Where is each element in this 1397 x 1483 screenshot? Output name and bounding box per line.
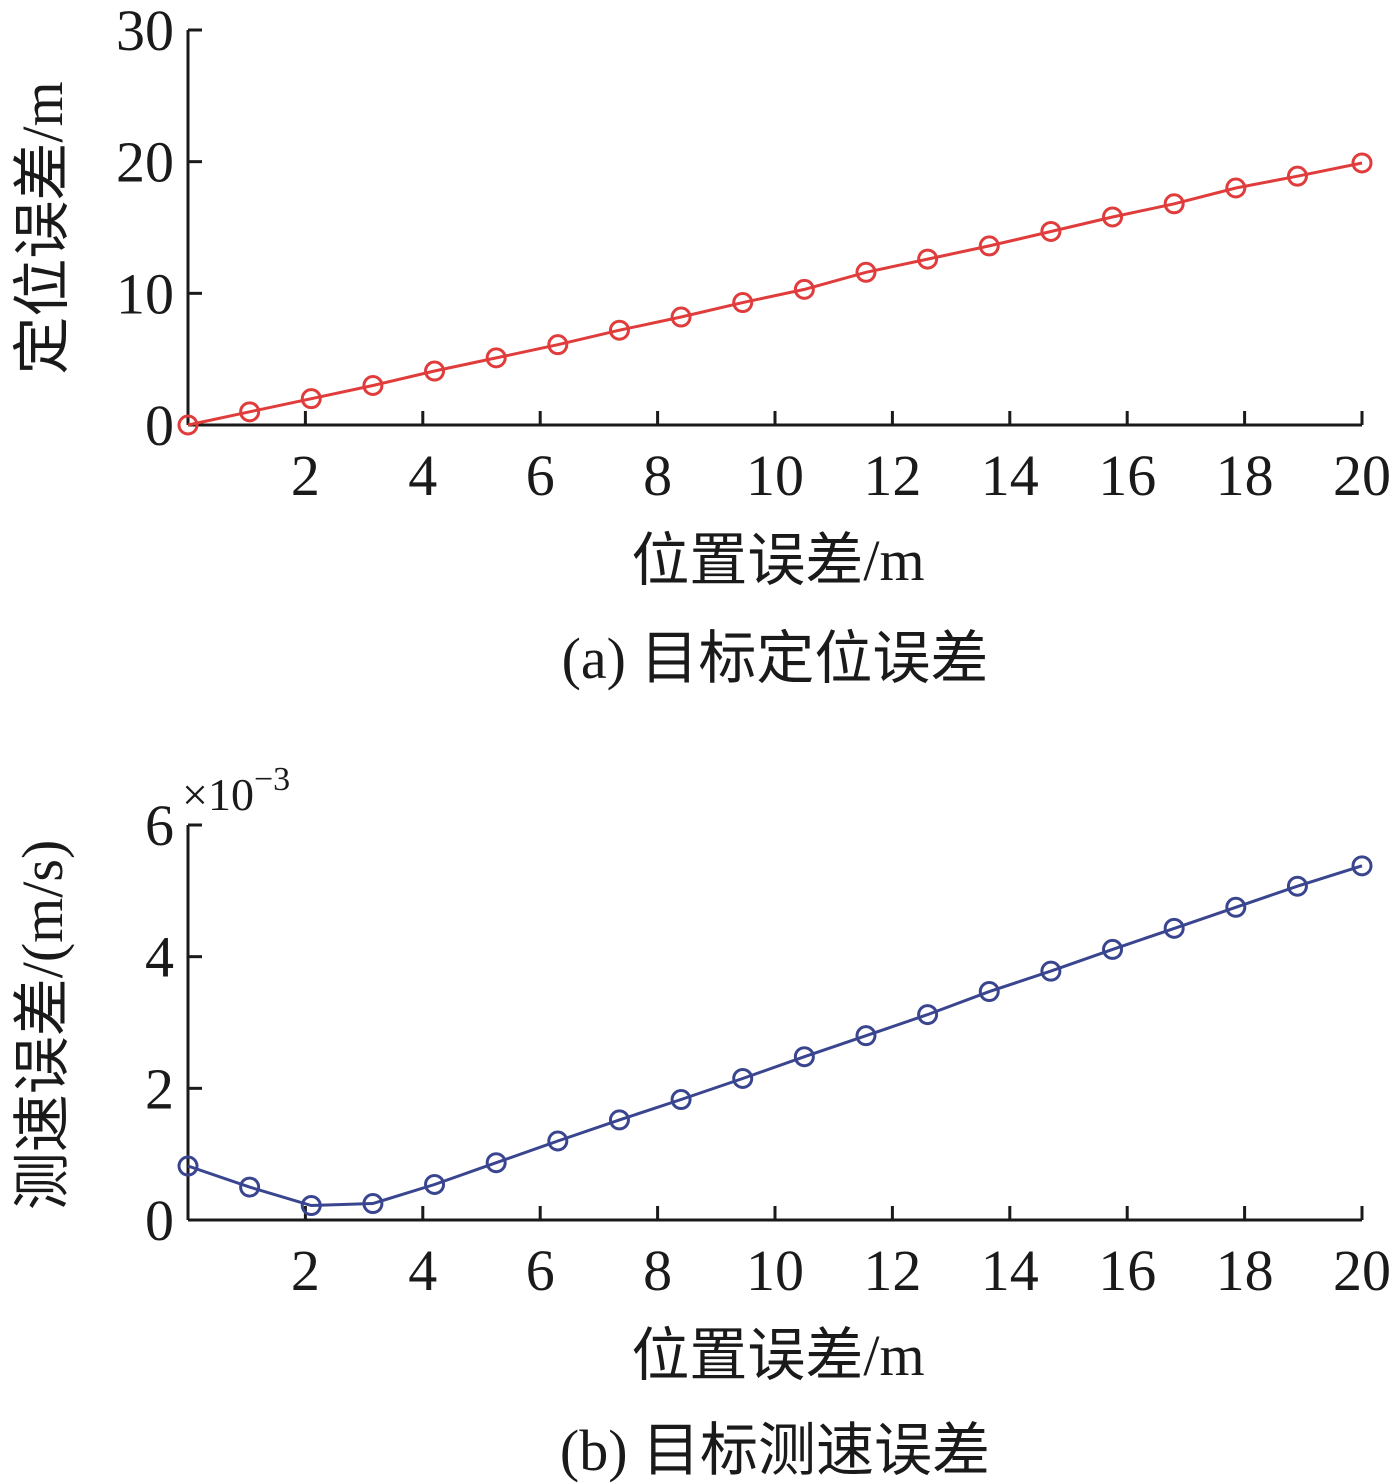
chart-b-x-tick-label: 2 (291, 1238, 320, 1303)
chart-a-y-tick-label: 0 (145, 393, 174, 458)
chart-a-data-point (177, 414, 199, 436)
chart-b-data-point (1163, 917, 1185, 939)
chart-b-data-point (362, 1193, 384, 1215)
chart-a-data-point (732, 292, 754, 314)
chart-b-x-tick-label: 16 (1098, 1238, 1156, 1303)
chart-a-x-tick-label: 18 (1216, 443, 1274, 508)
chart-b-y-tick-label: 6 (145, 793, 174, 858)
chart-b-data-point (547, 1130, 569, 1152)
chart-a-data-point (485, 347, 507, 369)
chart-b-data-point (978, 981, 1000, 1003)
chart-a-data-point (608, 319, 630, 341)
chart-b-x-tick-label: 4 (408, 1238, 437, 1303)
chart-b-data-point (1351, 855, 1373, 877)
chart-a-y-tick-label: 10 (116, 261, 174, 326)
chart-a-x-tick-label: 20 (1333, 443, 1391, 508)
chart-b-x-tick-label: 12 (863, 1238, 921, 1303)
chart-a-positioning-error: 0 10 20 30 2 4 6 8 10 12 14 16 18 20 位置误差/m 定位误差/m (a… (10, 0, 1391, 691)
chart-a-data-point (855, 261, 877, 283)
chart-b-data-point (1286, 875, 1308, 897)
chart-b-data-point (608, 1109, 630, 1131)
chart-a-x-tick-label: 10 (746, 443, 804, 508)
chart-a-xlabel: 位置误差/m (631, 528, 924, 593)
chart-a-x-tick-label: 12 (863, 443, 921, 508)
chart-b-y-tick-label: 0 (145, 1188, 174, 1253)
chart-b-data-point (1040, 960, 1062, 982)
chart-b-data-point (177, 1155, 199, 1177)
chart-b-x-tick-label: 8 (643, 1238, 672, 1303)
chart-a-data-point (1286, 165, 1308, 187)
chart-a-x-tick-label: 2 (291, 443, 320, 508)
chart-a-x-tick-label: 14 (981, 443, 1039, 508)
chart-a-caption: (a) 目标定位误差 (562, 626, 989, 691)
chart-b-data-point (239, 1176, 261, 1198)
chart-a-data-point (670, 306, 692, 328)
chart-b-data-point (1225, 896, 1247, 918)
chart-a-data-point (793, 278, 815, 300)
chart-a-data-point (978, 235, 1000, 257)
chart-a-data-point (1225, 177, 1247, 199)
chart-a-x-tick-label: 6 (526, 443, 555, 508)
chart-b-data-point (485, 1152, 507, 1174)
chart-a-data-point (362, 375, 384, 396)
chart-a-data-point (1102, 206, 1124, 228)
chart-a-plot-area: 0 10 20 30 2 4 6 8 10 12 14 16 18 20 (116, 0, 1391, 508)
chart-b-caption: (b) 目标测速误差 (560, 1418, 990, 1483)
chart-a-y-tick-label: 30 (116, 0, 174, 63)
chart-a-ylabel: 定位误差/m (10, 81, 75, 374)
chart-a-data-point (1163, 193, 1185, 215)
chart-b-xlabel: 位置误差/m (631, 1323, 924, 1388)
chart-a-data-point (239, 401, 261, 423)
chart-b-ylabel: 测速误差/(m/s) (10, 840, 75, 1211)
chart-a-data-point (547, 334, 569, 356)
chart-b-data-point (300, 1195, 322, 1217)
chart-a-data-point (300, 388, 322, 410)
chart-b-y-tick-label: 2 (145, 1056, 174, 1121)
chart-b-data-point (793, 1046, 815, 1068)
chart-a-x-tick-label: 8 (643, 443, 672, 508)
chart-b-data-point (670, 1089, 692, 1111)
chart-a-data-point (917, 248, 939, 270)
chart-b-x-tick-label: 20 (1333, 1238, 1391, 1303)
chart-a-data-point (424, 360, 446, 382)
chart-b-x-tick-label: 6 (526, 1238, 555, 1303)
chart-b-y-tick-label: 4 (145, 925, 174, 990)
chart-b-data-point (1102, 938, 1124, 960)
chart-a-x-tick-label: 4 (408, 443, 437, 508)
chart-b-velocity-error: 0 2 4 6 2 4 6 8 10 12 14 16 18 20 ×10−3 位置误差/m 测速误差/(… (10, 761, 1391, 1483)
chart-b-x-tick-label: 10 (746, 1238, 804, 1303)
chart-a-y-tick-label: 20 (116, 130, 174, 195)
chart-a-data-point (1351, 152, 1373, 174)
chart-b-y-scale-exponent: −3 (254, 761, 290, 798)
chart-b-data-point (917, 1004, 939, 1026)
chart-b-series-line (187, 864, 1363, 1208)
chart-b-y-scale-factor: ×10−3 (182, 761, 290, 820)
chart-b-data-point (855, 1025, 877, 1047)
chart-a-data-point (1040, 220, 1062, 242)
chart-b-x-tick-label: 18 (1216, 1238, 1274, 1303)
chart-b-x-tick-label: 14 (981, 1238, 1039, 1303)
chart-b-plot-area: 0 2 4 6 2 4 6 8 10 12 14 16 18 20 (145, 793, 1391, 1303)
chart-a-x-tick-label: 16 (1098, 443, 1156, 508)
chart-b-data-point (732, 1067, 754, 1089)
chart-b-data-point (424, 1173, 446, 1195)
chart-b-y-scale-base: ×10 (182, 769, 254, 820)
